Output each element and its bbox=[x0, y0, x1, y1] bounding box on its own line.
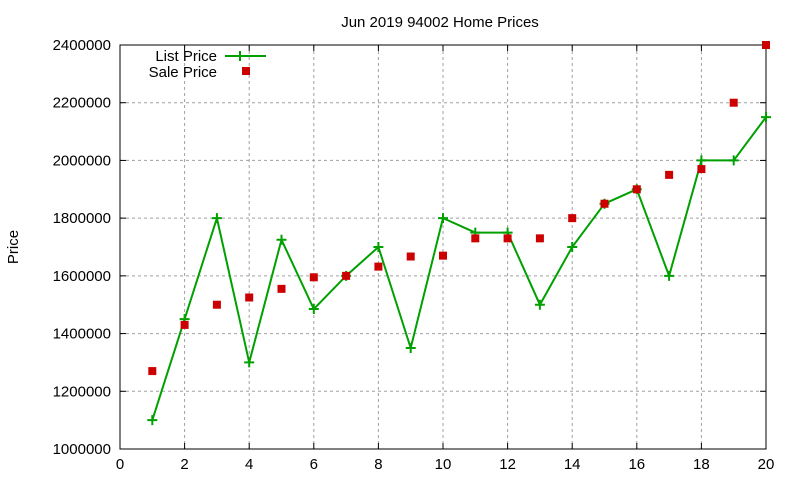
list-price-point bbox=[761, 112, 771, 123]
plot-frame bbox=[119, 44, 767, 450]
y-tick-label: 1600000 bbox=[53, 268, 111, 285]
sale-price-point bbox=[277, 284, 286, 293]
sale-price-point bbox=[148, 367, 157, 376]
x-tick-label: 6 bbox=[310, 456, 318, 473]
x-tick-label: 20 bbox=[758, 456, 775, 473]
sale-price-point bbox=[697, 165, 706, 174]
sale-price-point bbox=[212, 300, 221, 309]
y-tick-label: 1400000 bbox=[53, 326, 111, 343]
x-tick-label: 2 bbox=[180, 456, 188, 473]
sale-price-point bbox=[568, 214, 577, 223]
series bbox=[147, 41, 771, 426]
list-price-point bbox=[438, 213, 448, 224]
sale-price-point bbox=[503, 234, 512, 243]
sale-price-point bbox=[762, 41, 770, 49]
list-price-point bbox=[147, 415, 158, 426]
sale-price-point bbox=[180, 320, 189, 329]
list-price-point bbox=[405, 343, 416, 353]
list-price-point bbox=[211, 213, 222, 224]
sale-price-point bbox=[729, 98, 738, 107]
list-price-point bbox=[728, 155, 739, 166]
x-tick-label: 14 bbox=[564, 456, 581, 473]
legend-marker-list-price bbox=[235, 51, 245, 61]
legend-marker-sale-price bbox=[242, 67, 250, 75]
sale-price-point bbox=[374, 262, 383, 271]
sale-price-point bbox=[632, 185, 641, 194]
x-tick-label: 16 bbox=[628, 456, 645, 473]
sale-price-point bbox=[535, 234, 544, 243]
y-tick-label: 1800000 bbox=[53, 210, 111, 227]
grid bbox=[120, 45, 766, 449]
x-tick-label: 10 bbox=[435, 456, 452, 473]
x-tick-label: 18 bbox=[693, 456, 710, 473]
list-price-line bbox=[151, 116, 767, 421]
list-price-point bbox=[308, 304, 319, 315]
x-tick-label: 8 bbox=[374, 456, 382, 473]
y-tick-label: 2200000 bbox=[53, 95, 111, 112]
list-price-point bbox=[276, 234, 287, 245]
legend: List Price Sale Price bbox=[149, 48, 266, 81]
sale-price-point bbox=[309, 273, 318, 282]
chart-title: Jun 2019 94002 Home Prices bbox=[341, 14, 539, 31]
sale-price-point bbox=[439, 251, 447, 260]
list-price-point bbox=[567, 242, 578, 252]
y-tick-label: 2000000 bbox=[53, 152, 111, 169]
x-tick-label: 0 bbox=[116, 456, 124, 473]
y-axis-label: Price bbox=[5, 230, 22, 264]
list-price-point bbox=[664, 270, 675, 281]
legend-label-sale-price: Sale Price bbox=[149, 64, 217, 81]
x-tick-label: 4 bbox=[245, 456, 253, 473]
list-price-point bbox=[534, 299, 545, 310]
legend-label-list-price: List Price bbox=[155, 48, 217, 65]
sale-price-point bbox=[245, 293, 254, 302]
y-tick-label: 1000000 bbox=[53, 441, 111, 458]
ticks: 0 2 4 6 8 10 12 14 16 18 20 1000000 1200000 1400000 16… bbox=[53, 37, 775, 473]
sale-price-point bbox=[342, 271, 351, 280]
sale-price-point bbox=[600, 199, 609, 208]
list-price-point bbox=[696, 155, 707, 166]
sale-price-point bbox=[665, 170, 674, 179]
y-tick-label: 1200000 bbox=[53, 383, 111, 400]
list-price-point bbox=[373, 242, 384, 252]
list-price-point bbox=[244, 357, 255, 368]
y-tick-label: 2400000 bbox=[53, 37, 111, 54]
x-tick-label: 12 bbox=[499, 456, 516, 473]
sale-price-point bbox=[471, 234, 480, 243]
sale-price-point bbox=[406, 252, 415, 261]
